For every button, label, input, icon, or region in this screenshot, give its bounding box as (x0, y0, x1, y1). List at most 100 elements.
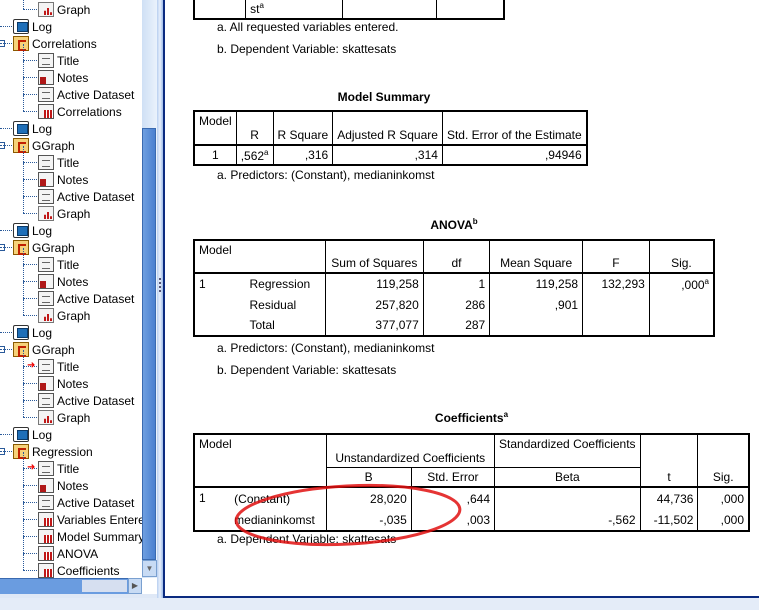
tree-connector (23, 367, 24, 383)
tree-item[interactable]: Notes (38, 69, 88, 86)
anova-table: Model Sum of Squares df Mean Square F Si… (193, 239, 715, 337)
tree-item[interactable]: GGraph (13, 137, 75, 154)
tree-item[interactable]: Model Summary (38, 528, 142, 545)
header-t: t (639, 434, 699, 488)
tree-item[interactable]: Graph (38, 1, 90, 18)
tree-item[interactable]: Log (13, 426, 52, 443)
collapse-toggle-icon[interactable] (0, 448, 5, 455)
tree-item[interactable]: Graph (38, 409, 90, 426)
header-unstandardized: Unstandardized Coefficients (325, 434, 496, 468)
ms-cell: ,901 (489, 294, 584, 315)
tree-item[interactable]: Coefficients (38, 562, 119, 578)
tree-connector (23, 315, 37, 316)
scroll-right-arrow-icon[interactable]: ▶ (128, 578, 142, 594)
header-adj-r-square: Adjusted R Square (332, 111, 443, 146)
tree-item[interactable]: Regression (13, 443, 93, 460)
tree-item-label: Notes (57, 478, 89, 493)
tree-item[interactable]: Variables Entered (38, 511, 142, 528)
tree-item[interactable]: ANOVA (38, 545, 98, 562)
tree-item[interactable]: Correlations (38, 103, 122, 120)
variables-entered-cell: sta (245, 0, 343, 19)
tree-item[interactable]: Active Dataset (38, 188, 134, 205)
header-sig: Sig. (648, 240, 715, 274)
tree-item[interactable]: Active Dataset (38, 494, 134, 511)
tree-item[interactable]: Title (38, 358, 79, 375)
df-cell: 286 (422, 294, 491, 315)
tree-item[interactable]: Title (38, 460, 79, 477)
tree-item[interactable]: Title (38, 256, 79, 273)
tree-item-label: Log (32, 223, 53, 238)
header-model: Model (193, 240, 326, 274)
ms-cell (489, 315, 584, 336)
collapse-toggle-icon[interactable] (0, 346, 5, 353)
tree-connector (23, 502, 37, 503)
source-label: Total (245, 315, 326, 336)
tree-item[interactable]: Graph (38, 307, 90, 324)
tree-connector (23, 384, 24, 400)
tree-connector (23, 401, 24, 417)
tree-item[interactable]: Correlations (13, 35, 97, 52)
horizontal-scroll-track[interactable] (82, 580, 127, 592)
procedure-icon (13, 240, 29, 255)
tree-item-label: Notes (57, 376, 89, 391)
tree-item[interactable]: Notes (38, 273, 88, 290)
header-model: Model (193, 434, 327, 488)
tree-connector (0, 230, 12, 231)
tree-item[interactable]: Notes (38, 477, 88, 494)
tree-connector (23, 383, 37, 384)
b-cell: 28,020 (325, 487, 412, 509)
tree-item[interactable]: GGraph (13, 341, 75, 358)
tree-connector (23, 248, 24, 264)
title-icon (38, 461, 54, 476)
outline-tree[interactable]: Graph Log Correlations Title Notes Active Dat… (0, 0, 142, 578)
outline-scroll-thumb[interactable] (142, 128, 156, 560)
title-icon (38, 53, 54, 68)
tree-item[interactable]: Log (13, 324, 52, 341)
f-cell: 132,293 (582, 273, 650, 294)
tree-item[interactable]: Notes (38, 171, 88, 188)
tree-item[interactable]: Title (38, 52, 79, 69)
pane-splitter[interactable] (157, 0, 163, 598)
header-df: df (422, 240, 491, 274)
tree-item[interactable]: Notes (38, 375, 88, 392)
tree-connector (23, 60, 37, 61)
scroll-down-arrow-icon[interactable]: ▼ (142, 560, 157, 577)
tree-item-label: Graph (57, 206, 91, 221)
current-item-arrow-icon: ➜ (27, 360, 36, 371)
title-icon (38, 359, 54, 374)
model-cell: 1 (193, 487, 231, 531)
log-icon (13, 223, 29, 238)
tree-item[interactable]: Graph (38, 205, 90, 222)
collapse-toggle-icon[interactable] (0, 244, 5, 251)
notes-icon (38, 376, 54, 391)
graph-icon (38, 206, 54, 221)
tree-item-label: Correlations (32, 36, 97, 51)
model-cell: 1 (193, 145, 237, 165)
tree-connector (23, 281, 37, 282)
page-icon (38, 291, 54, 306)
sig-cell (648, 315, 715, 336)
footnote: a. All requested variables entered. (217, 20, 399, 34)
tree-item[interactable]: Log (13, 222, 52, 239)
tree-connector (23, 111, 37, 112)
ellipse-mark (234, 483, 462, 547)
tree-item[interactable]: Active Dataset (38, 290, 134, 307)
tree-connector (23, 537, 24, 553)
tree-item[interactable]: GGraph (13, 239, 75, 256)
procedure-icon (13, 444, 29, 459)
splitter-grip-icon[interactable] (159, 278, 161, 292)
tree-item-label: GGraph (32, 240, 75, 255)
tree-item[interactable]: Active Dataset (38, 392, 134, 409)
tree-item[interactable]: Log (13, 18, 52, 35)
r-cell: ,562a (235, 145, 274, 165)
collapse-toggle-icon[interactable] (0, 40, 5, 47)
tree-item[interactable]: Log (13, 120, 52, 137)
ss-cell: 377,077 (324, 315, 424, 336)
header-standardized: Standardized Coefficients (494, 434, 641, 468)
anova-title: ANOVAb (430, 217, 478, 232)
tree-item-label: Coefficients (57, 563, 120, 578)
tree-item[interactable]: Active Dataset (38, 86, 134, 103)
tree-item[interactable]: Title (38, 154, 79, 171)
tree-item-label: Active Dataset (57, 87, 135, 102)
collapse-toggle-icon[interactable] (0, 142, 5, 149)
